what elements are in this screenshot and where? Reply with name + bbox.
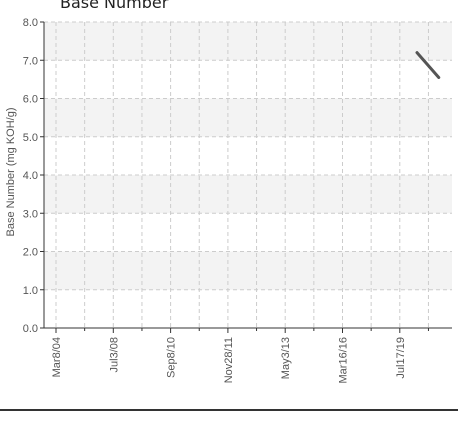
- series-line-0: [415, 51, 441, 79]
- band-1: [44, 251, 452, 290]
- y-tick-label-0: 0.0: [23, 323, 38, 335]
- y-tick-labels: 0.0 1.0 2.0 3.0 4.0 5.0 6.0 7.0 8.0: [23, 17, 38, 335]
- chart-title: Base Number: [60, 0, 169, 12]
- axes: [40, 21, 452, 333]
- y-tick-label-6: 6.0: [23, 94, 38, 106]
- y-tick-label-2: 2.0: [23, 247, 38, 259]
- x-tick-labels: Mar8/04 Jul3/08 Sep8/10 Nov28/11 May3/13 Mar1…: [51, 337, 407, 383]
- x-tick-label-3: Nov28/11: [223, 337, 235, 383]
- bottom-divider: [0, 409, 458, 411]
- x-tick-label-6: Jul17/19: [395, 337, 407, 379]
- x-tick-label-2: Sep8/10: [166, 337, 178, 378]
- data-series: [415, 51, 441, 79]
- x-tick-label-0: Mar8/04: [51, 337, 63, 377]
- band-5: [44, 98, 452, 137]
- y-axis-label: Base Number (mg KOH/g): [5, 108, 17, 237]
- y-tick-label-7: 7.0: [23, 55, 38, 67]
- y-tick-label-8: 8.0: [23, 17, 38, 29]
- band-7: [44, 22, 452, 61]
- band-3: [44, 175, 452, 214]
- x-tick-label-1: Jul3/08: [108, 337, 120, 372]
- gridlines: [44, 21, 452, 329]
- x-tick-label-5: Mar16/16: [338, 337, 350, 383]
- y-tick-label-1: 1.0: [23, 285, 38, 297]
- background-bands: [44, 22, 452, 290]
- y-tick-label-4: 4.0: [23, 170, 38, 182]
- y-tick-label-5: 5.0: [23, 132, 38, 144]
- x-tick-label-4: May3/13: [280, 337, 292, 379]
- y-tick-label-3: 3.0: [23, 208, 38, 220]
